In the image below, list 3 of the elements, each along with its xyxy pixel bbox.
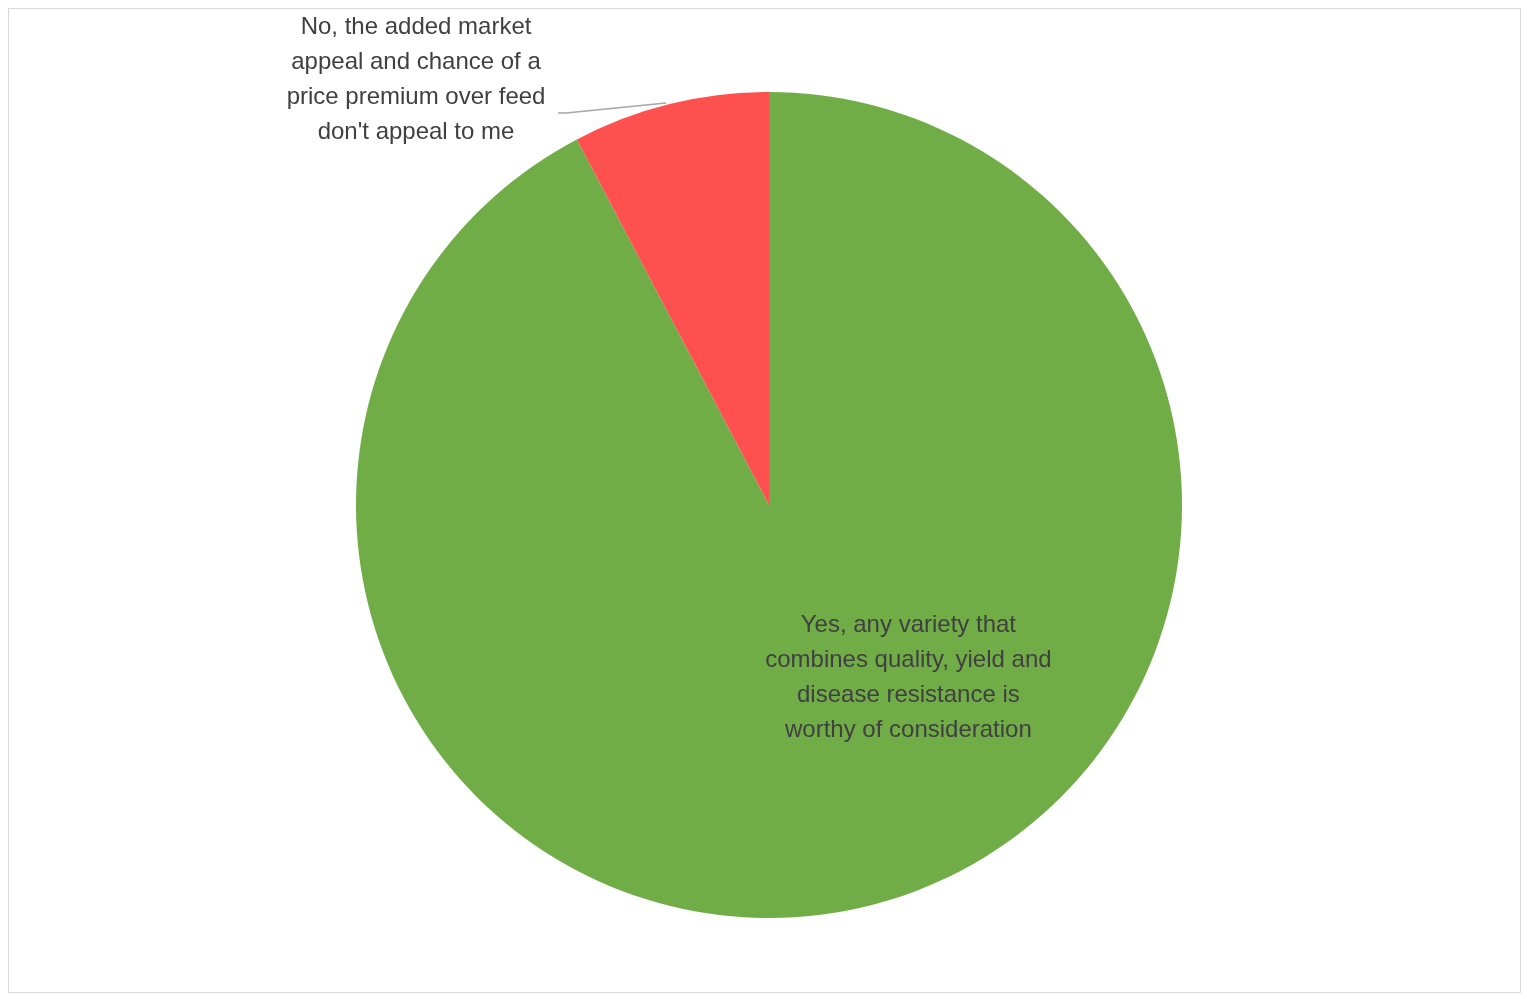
pie-slice — [576, 92, 769, 505]
slice-label: No, the added market appeal and chance of a price premium over feed don't appeal to me — [285, 11, 547, 147]
slice-label: Yes, any variety that combines quality, yield and disease resistance is worthy of consideration — [764, 608, 1053, 744]
